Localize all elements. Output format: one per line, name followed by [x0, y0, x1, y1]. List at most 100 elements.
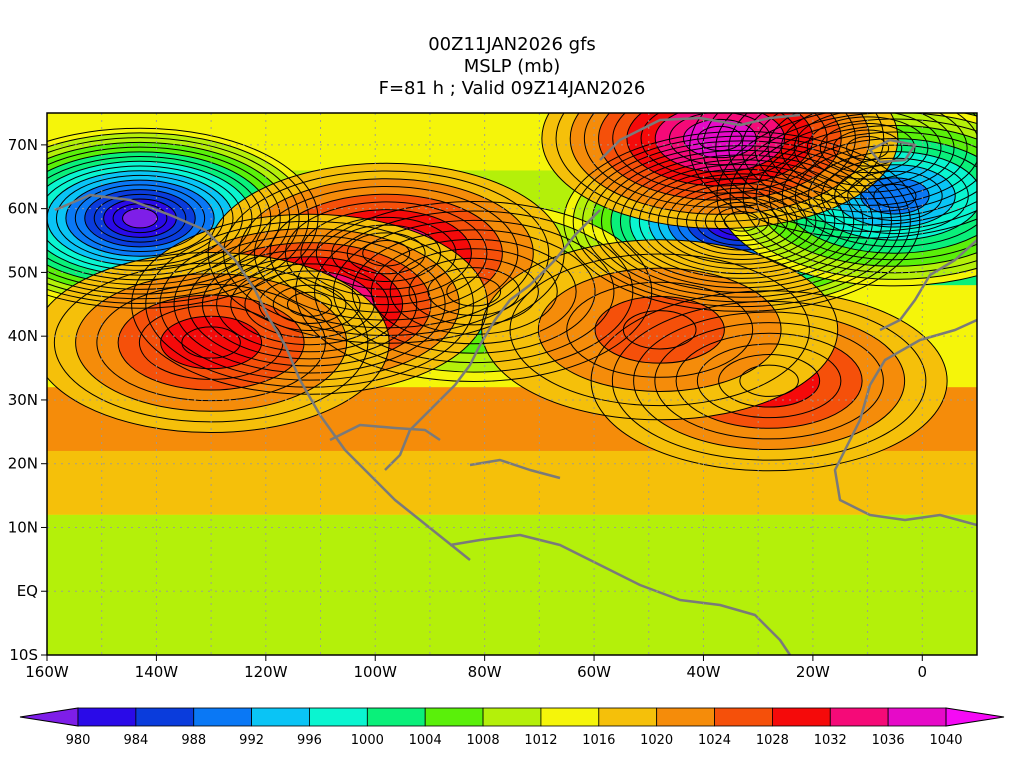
lon-tick-label: 0 — [918, 663, 928, 681]
colorbar-segment — [193, 707, 253, 727]
coast-caribbean — [469, 458, 561, 480]
low-shading — [122, 208, 158, 228]
isobar — [173, 235, 446, 374]
isobar — [696, 343, 842, 419]
lat-tick-label: 10N — [8, 518, 38, 536]
isobar — [47, 160, 253, 276]
colorbar-label: 1016 — [582, 733, 615, 748]
isobar — [755, 125, 977, 267]
isobar — [729, 113, 977, 280]
isobar — [216, 256, 404, 353]
lat-tick-label: 60N — [8, 200, 38, 218]
isobar — [611, 300, 927, 461]
colorbar-label: 1000 — [351, 733, 384, 748]
isobar — [223, 170, 550, 337]
colorbar-label: 980 — [66, 733, 91, 748]
title-forecast-line: F=81 h ; Valid 09Z14JAN2026 — [378, 78, 646, 99]
isobar — [389, 248, 558, 335]
isobar — [75, 273, 348, 412]
isobar — [254, 185, 519, 321]
isobar — [286, 291, 333, 317]
plot-title: 00Z11JAN2026 gfs MSLP (mb) F=81 h ; Vali… — [0, 34, 1024, 100]
colorbar-segment — [772, 707, 831, 727]
isobar — [332, 219, 615, 364]
isobar — [47, 127, 319, 309]
isobar — [300, 209, 472, 298]
isobar — [47, 146, 281, 290]
colorbar-label: 1024 — [698, 733, 731, 748]
isobar — [718, 354, 821, 408]
colorbar-label: 996 — [297, 733, 322, 748]
colorbar-label: 1032 — [814, 733, 847, 748]
isobar — [145, 220, 474, 388]
colorbar-segment — [251, 707, 310, 727]
isobar — [230, 263, 389, 346]
isobar — [675, 332, 863, 429]
colorbar-segment — [540, 707, 600, 727]
isobar — [697, 125, 743, 152]
colorbar-segment — [309, 707, 368, 727]
isobar — [808, 151, 977, 241]
colorbar-segment — [424, 707, 484, 727]
isobar — [847, 170, 943, 222]
colorbar-label: 1040 — [929, 733, 962, 748]
lon-tick-label: 40W — [687, 663, 721, 681]
isobar — [47, 151, 272, 286]
isobar — [638, 168, 845, 275]
isobar — [284, 201, 488, 306]
isobar — [47, 137, 300, 300]
isobar — [619, 159, 864, 284]
colorbar-label: 1004 — [409, 733, 442, 748]
isobar — [819, 122, 916, 174]
isobar — [739, 364, 799, 397]
isobar — [668, 113, 771, 166]
colorbar-label: 1036 — [872, 733, 905, 748]
isobar — [821, 157, 969, 235]
coast-south-america — [449, 533, 792, 655]
isobar — [716, 113, 977, 287]
lon-tick-label: 100W — [354, 663, 398, 681]
colorbar-segment — [598, 707, 658, 727]
coast-north-america-west — [54, 193, 471, 561]
isobar — [583, 113, 856, 208]
colorbar-segment — [135, 707, 195, 727]
high-shading — [181, 326, 241, 359]
colorbar-label: 992 — [239, 733, 264, 748]
isobar — [683, 118, 757, 159]
isobar — [537, 267, 782, 392]
isobar — [541, 113, 899, 229]
coast-africa-west — [833, 318, 977, 527]
isobar — [509, 253, 810, 407]
colorbar-segment — [887, 707, 947, 727]
isobar — [93, 193, 187, 243]
isobar — [715, 113, 977, 226]
isobar — [598, 113, 842, 201]
lon-tick-label: 140W — [135, 663, 179, 681]
isobar — [47, 252, 390, 434]
isobar — [860, 177, 930, 215]
isobar — [793, 113, 942, 187]
colorbar-label: 1020 — [640, 733, 673, 748]
isobar — [781, 138, 977, 254]
isobar — [612, 113, 828, 194]
isobar — [566, 281, 754, 378]
coast-gulf — [329, 423, 441, 442]
isobar — [768, 131, 977, 261]
isobar — [654, 322, 884, 440]
coastlines — [54, 113, 977, 655]
colorbar-label: 1008 — [467, 733, 500, 748]
colorbar-label: 1028 — [756, 733, 789, 748]
isobar — [47, 156, 262, 281]
isobar — [780, 113, 955, 193]
isobar — [351, 229, 596, 354]
colorbar-label: 984 — [123, 733, 148, 748]
isobar — [244, 270, 375, 339]
title-variable-line: MSLP (mb) — [463, 56, 561, 77]
isobar — [640, 113, 800, 180]
isobar-contours — [47, 113, 977, 472]
isobar — [702, 113, 977, 233]
isobar — [370, 238, 577, 345]
isobar — [55, 174, 225, 262]
isobar — [201, 249, 418, 360]
